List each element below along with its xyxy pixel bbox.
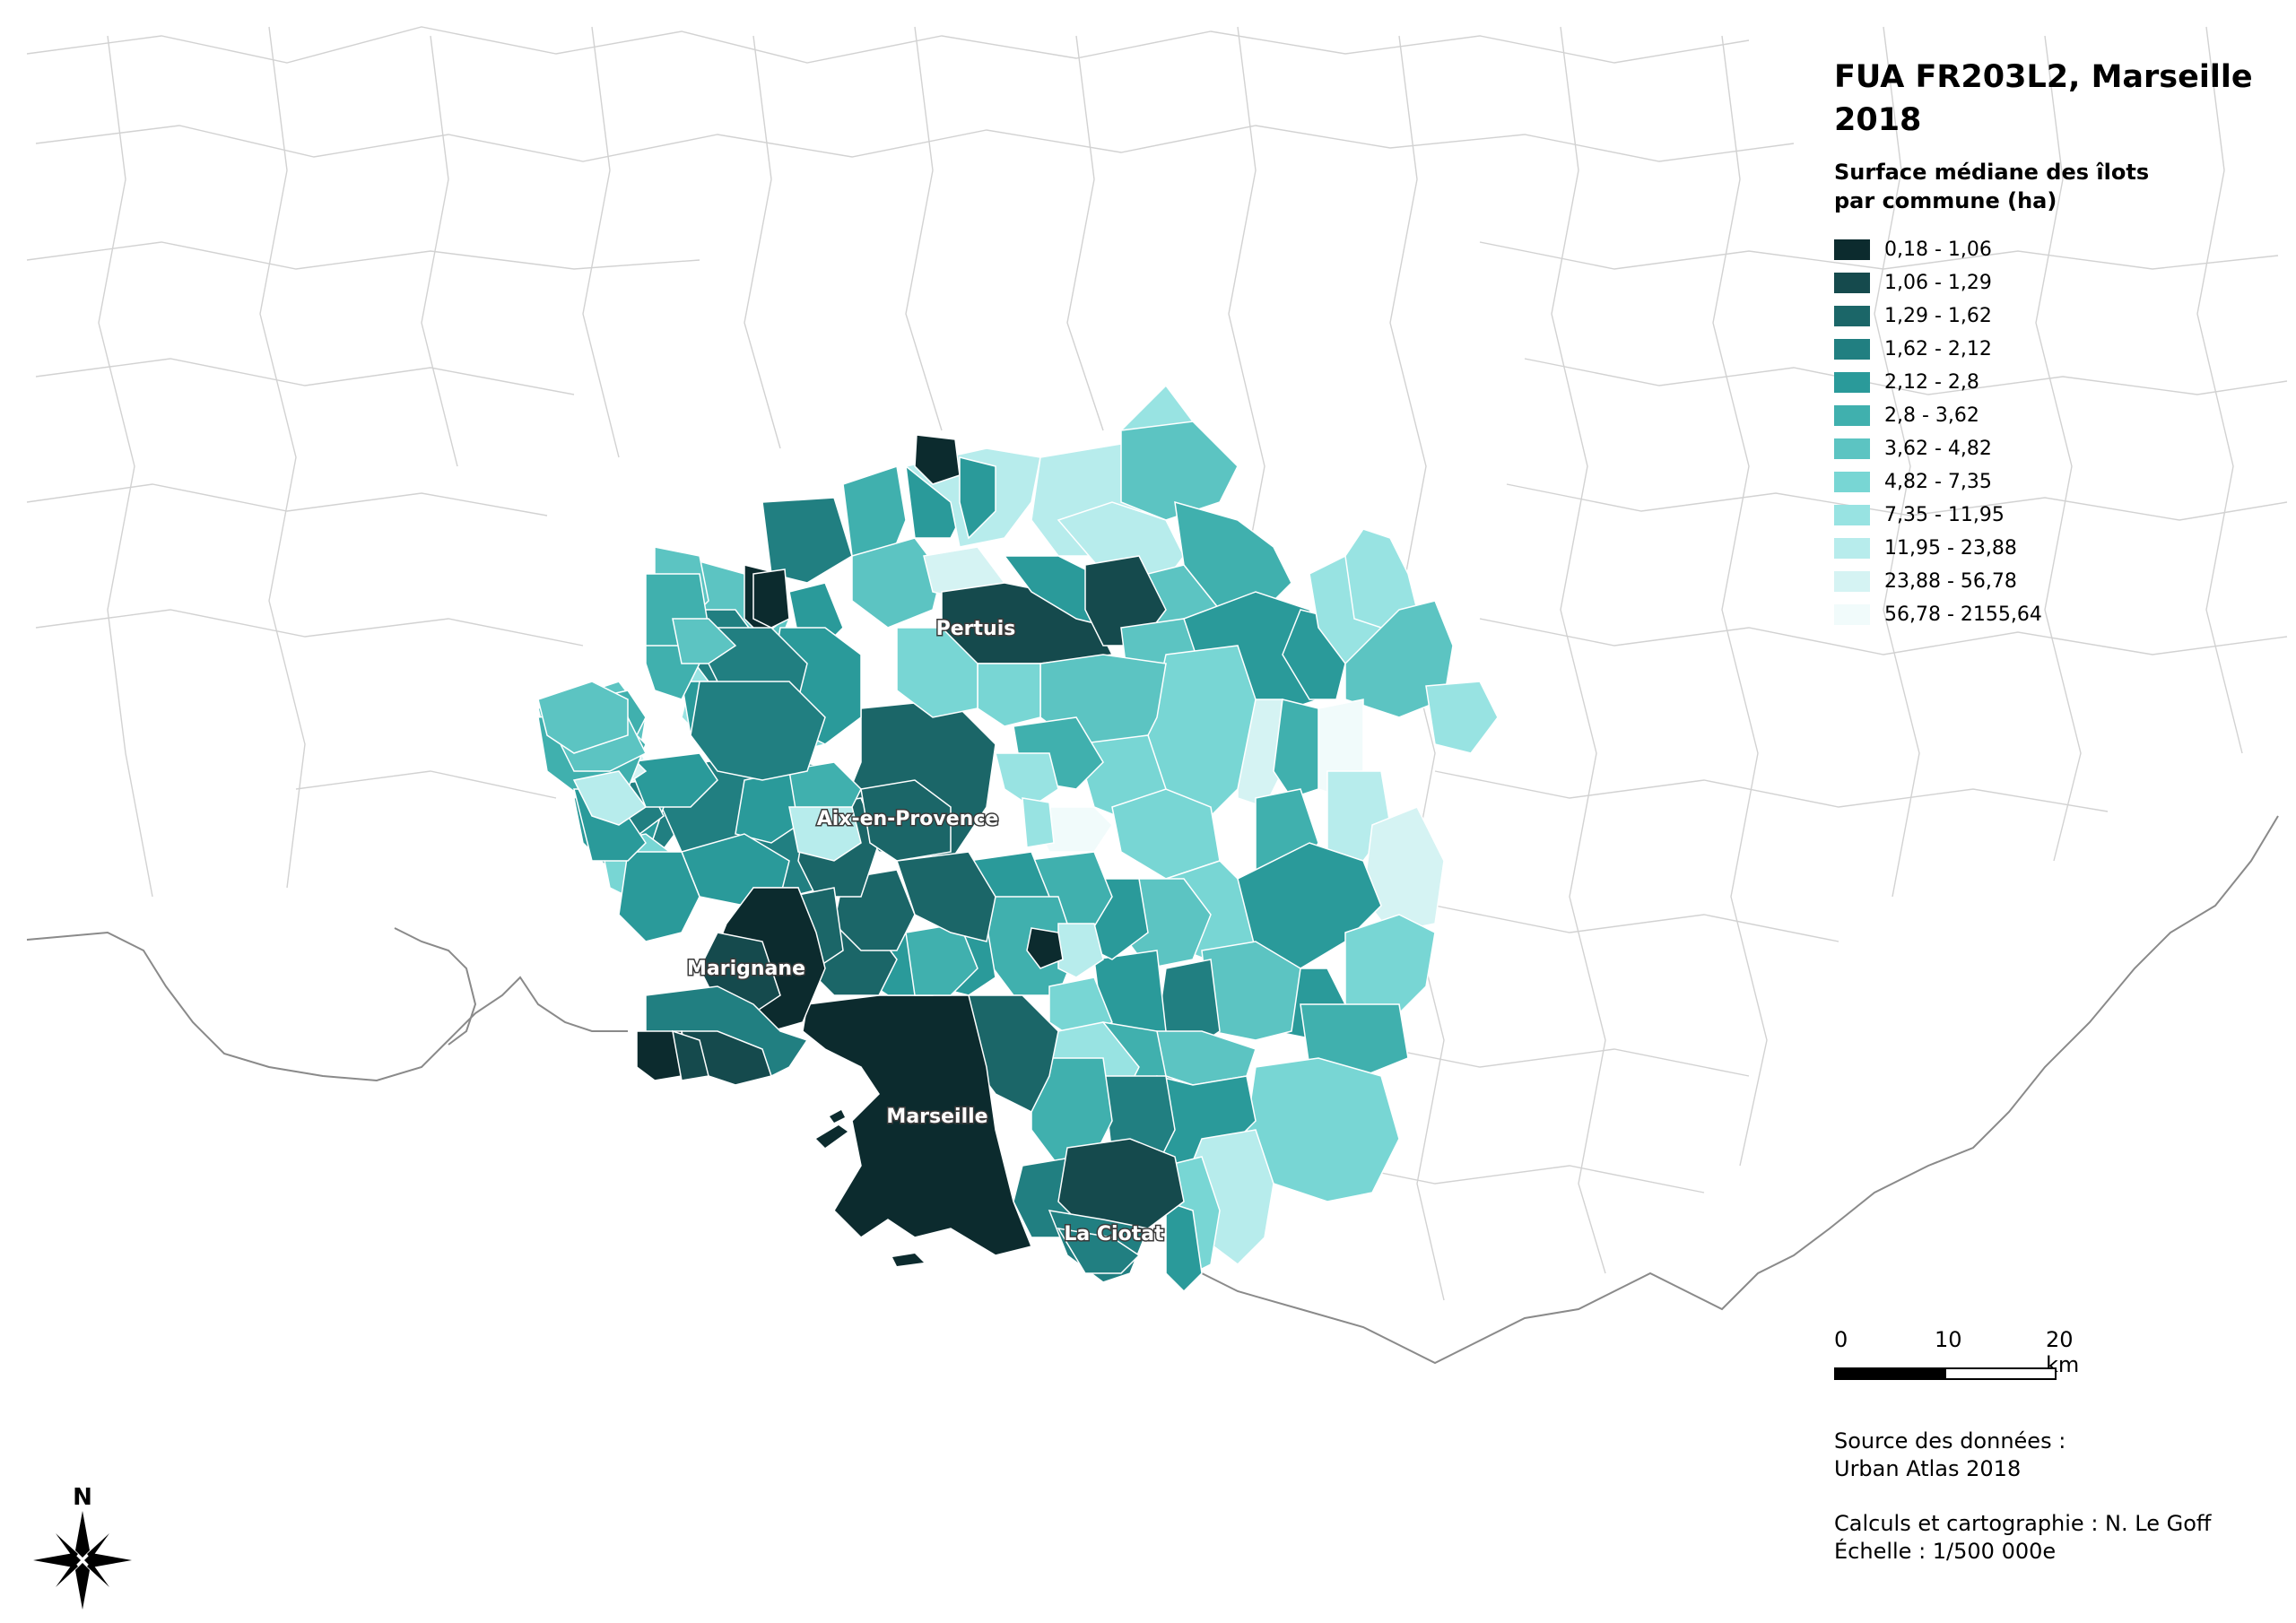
legend-class-label: 7,35 - 11,95 <box>1884 504 2005 526</box>
legend-class-row: 1,62 - 2,12 <box>1834 333 2283 366</box>
source-line1: Source des données : <box>1834 1428 2066 1454</box>
credits: Source des données : Urban Atlas 2018 Ca… <box>1834 1428 2211 1566</box>
legend-class-label: 4,82 - 7,35 <box>1884 471 1992 493</box>
legend-class-row: 2,12 - 2,8 <box>1834 366 2283 399</box>
north-label: N <box>73 1484 92 1511</box>
legend-class-row: 0,18 - 1,06 <box>1834 233 2283 266</box>
legend-swatch <box>1834 306 1870 326</box>
fua-communes <box>537 384 1499 1293</box>
legend-title: Surface médiane des îlots par commune (h… <box>1834 158 2283 215</box>
city-label-la-ciotat: La Ciotat <box>1064 1223 1164 1245</box>
legend-swatch <box>1834 571 1870 592</box>
city-label-marseille: Marseille <box>886 1106 987 1128</box>
north-arrow: N <box>29 1484 136 1610</box>
legend-swatch <box>1834 538 1870 559</box>
legend-swatch <box>1834 339 1870 360</box>
city-labels: Pertuis Aix-en-Provence Marignane Marsei… <box>686 617 1166 1247</box>
scale-bar: 0 10 20 km <box>1834 1327 2079 1390</box>
legend-swatch <box>1834 472 1870 492</box>
credit-line1: Calculs et cartographie : N. Le Goff <box>1834 1511 2212 1536</box>
source-line2: Urban Atlas 2018 <box>1834 1456 2022 1481</box>
legend-class-row: 56,78 - 2155,64 <box>1834 598 2283 631</box>
legend-class-row: 1,29 - 1,62 <box>1834 299 2283 333</box>
legend-class-label: 11,95 - 23,88 <box>1884 537 2017 560</box>
legend-class-label: 3,62 - 4,82 <box>1884 438 1992 460</box>
legend-classes: 0,18 - 1,06 1,06 - 1,29 1,29 - 1,62 1,62 - … <box>1834 233 2283 631</box>
compass-rose-icon <box>33 1511 132 1610</box>
map-title-line1: FUA FR203L2, Marseille <box>1834 59 2253 95</box>
legend-class-row: 4,82 - 7,35 <box>1834 465 2283 499</box>
legend-class-row: 7,35 - 11,95 <box>1834 499 2283 532</box>
scale-segment-white <box>1944 1367 2057 1380</box>
coastline <box>26 815 2279 1365</box>
legend-class-row: 2,8 - 3,62 <box>1834 399 2283 432</box>
legend-class-label: 23,88 - 56,78 <box>1884 570 2017 593</box>
legend-swatch <box>1834 505 1870 525</box>
city-label-aix-en-provence: Aix-en-Provence <box>817 808 999 830</box>
legend-class-label: 1,62 - 2,12 <box>1884 338 1992 360</box>
legend-class-label: 2,12 - 2,8 <box>1884 371 1979 394</box>
legend-swatch <box>1834 239 1870 260</box>
legend-class-label: 0,18 - 1,06 <box>1884 239 1992 261</box>
legend-class-label: 2,8 - 3,62 <box>1884 404 1979 427</box>
legend-swatch <box>1834 438 1870 459</box>
legend-title-line2: par commune (ha) <box>1834 188 2057 213</box>
legend-class-row: 11,95 - 23,88 <box>1834 532 2283 565</box>
city-label-pertuis: Pertuis <box>936 618 1016 640</box>
legend-swatch <box>1834 405 1870 426</box>
legend-class-label: 1,29 - 1,62 <box>1884 305 1992 327</box>
legend-swatch <box>1834 372 1870 393</box>
legend-class-row: 23,88 - 56,78 <box>1834 565 2283 598</box>
islands <box>816 1110 924 1266</box>
city-label-marignane: Marignane <box>687 958 805 980</box>
background-communes <box>26 26 2288 1301</box>
scale-text: Échelle : 1/500 000e <box>1834 1539 2057 1564</box>
legend-class-row: 1,06 - 1,29 <box>1834 266 2283 299</box>
scale-segment-black <box>1834 1367 1946 1380</box>
legend-swatch <box>1834 604 1870 625</box>
scale-tick-10: 10 <box>1935 1327 1962 1352</box>
map-title-line2: 2018 <box>1834 102 1922 138</box>
legend: FUA FR203L2, Marseille 2018 Surface médi… <box>1834 56 2283 631</box>
legend-class-label: 1,06 - 1,29 <box>1884 272 1992 294</box>
scale-tick-0: 0 <box>1834 1327 1848 1352</box>
legend-class-label: 56,78 - 2155,64 <box>1884 603 2042 626</box>
legend-swatch <box>1834 273 1870 293</box>
port-berre <box>394 927 477 1046</box>
legend-class-row: 3,62 - 4,82 <box>1834 432 2283 465</box>
legend-title-line1: Surface médiane des îlots <box>1834 160 2150 185</box>
